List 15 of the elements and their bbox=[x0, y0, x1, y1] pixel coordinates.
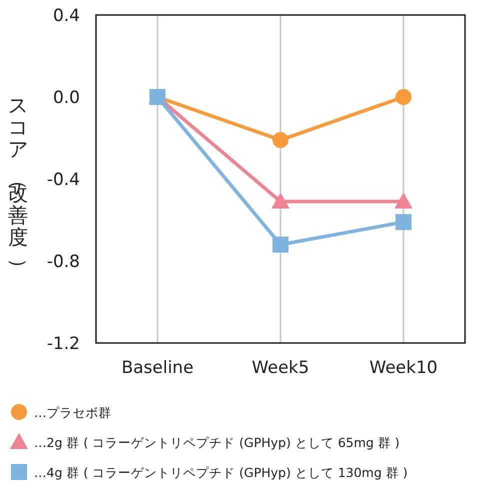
ylabel: スコア（改善度） bbox=[7, 93, 31, 278]
point bbox=[396, 89, 412, 105]
y-tick-label: -1.2 bbox=[46, 334, 80, 354]
x-tick-label: Week10 bbox=[369, 358, 438, 378]
x-tick-label: Week5 bbox=[252, 358, 310, 378]
legend-label: …2g 群 ( コラーゲントリペプチド (GPHyp) として 65mg 群 ) bbox=[34, 435, 400, 450]
point bbox=[396, 214, 412, 230]
point bbox=[272, 236, 288, 253]
y-tick-label: 0.4 bbox=[52, 6, 80, 26]
point bbox=[272, 132, 288, 148]
x-tick-label: Baseline bbox=[121, 358, 194, 378]
y-tick-label: 0.0 bbox=[52, 88, 80, 108]
y-tick-label: -0.8 bbox=[46, 252, 80, 272]
legend-label: …プラセボ群 bbox=[34, 405, 112, 420]
y-tick-label: -0.4 bbox=[46, 170, 80, 190]
